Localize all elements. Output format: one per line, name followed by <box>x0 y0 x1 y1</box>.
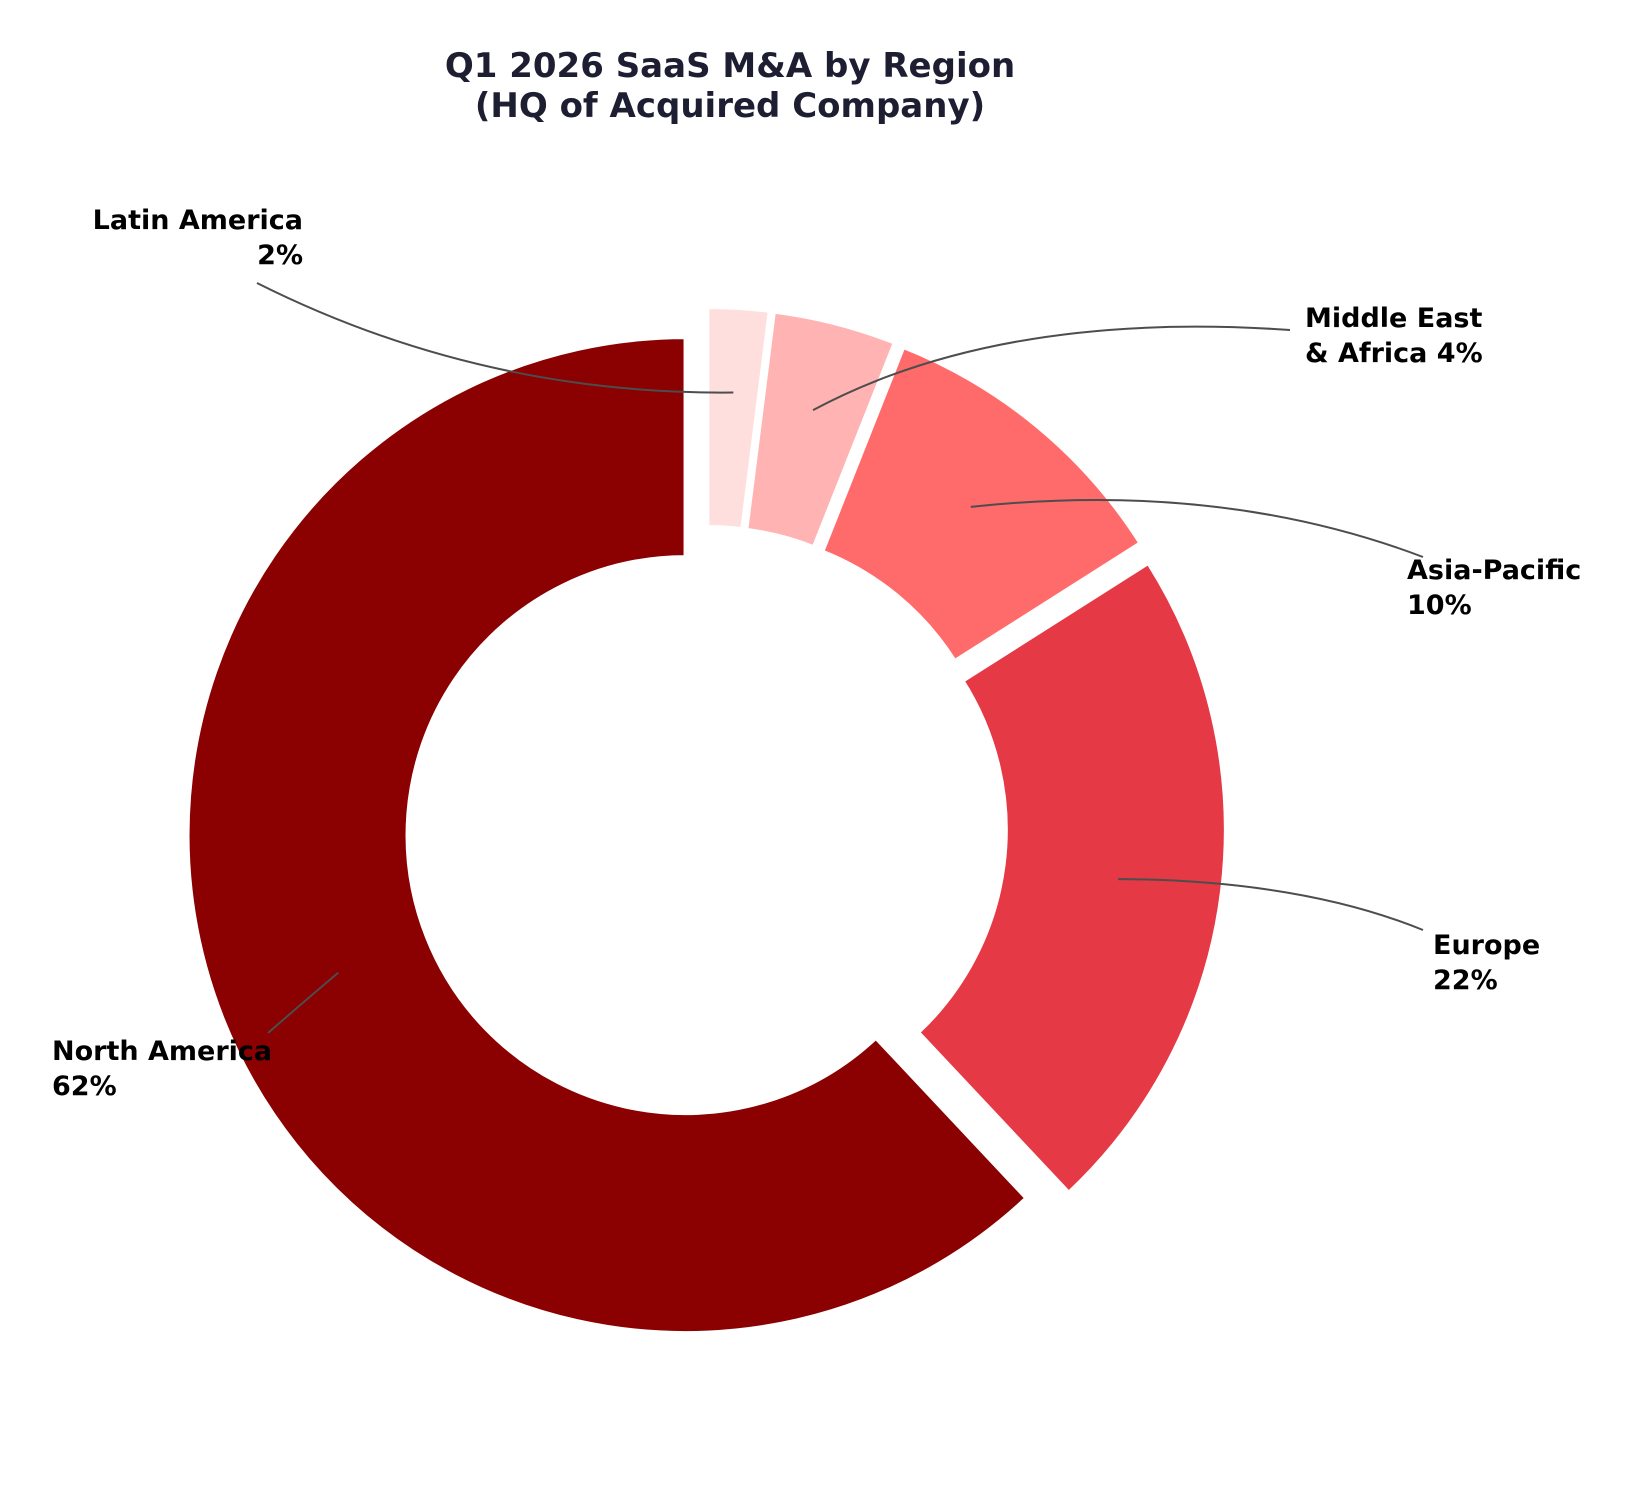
slice-label-line: Middle East <box>1305 303 1482 334</box>
slice-label-line: Latin America <box>93 205 303 236</box>
leader-line-group <box>256 282 1424 1034</box>
slice-label-pct-line: 62% <box>52 1071 117 1102</box>
wedge-north-america <box>185 335 1030 1336</box>
leader-line-latin-america <box>256 282 734 394</box>
leader-line-europe <box>1118 878 1424 931</box>
chart-title-line-1: Q1 2026 SaaS M&A by Region <box>444 46 1016 86</box>
slice-label-line: North America <box>52 1036 272 1067</box>
slice-label-pct-line: & Africa 4% <box>1305 338 1483 369</box>
slice-label-pct-line: 10% <box>1407 590 1472 621</box>
chart-title: Q1 2026 SaaS M&A by Region (HQ of Acquir… <box>0 46 1460 126</box>
slice-label-pct-line: 2% <box>257 240 303 271</box>
slice-label-group: North America 62% Europe 22% Asia-Pacific 10%… <box>52 205 1581 1102</box>
slice-label-line: Asia-Pacific <box>1407 555 1581 586</box>
wedge-middle-east-and-africa <box>744 309 898 550</box>
slice-label-latin-america: Latin America 2% <box>93 205 303 271</box>
slice-label-middle-east-and-africa: Middle East & Africa 4% <box>1305 303 1483 369</box>
wedge-europe <box>915 560 1228 1196</box>
leader-line-middle-east-and-africa <box>812 325 1291 412</box>
wedge-group <box>185 305 1228 1336</box>
slice-label-line: Europe <box>1433 930 1540 961</box>
slice-label-europe: Europe 22% <box>1433 930 1540 996</box>
leader-line-asia-pacific <box>970 498 1424 558</box>
slice-label-north-america: North America 62% <box>52 1036 272 1102</box>
wedge-latin-america <box>705 305 773 532</box>
slice-label-pct-line: 22% <box>1433 965 1498 996</box>
wedge-asia-pacific <box>819 344 1144 664</box>
chart-title-line-2: (HQ of Acquired Company) <box>474 86 986 126</box>
slice-label-asia-pacific: Asia-Pacific 10% <box>1407 555 1581 621</box>
leader-line-north-america <box>267 971 339 1034</box>
